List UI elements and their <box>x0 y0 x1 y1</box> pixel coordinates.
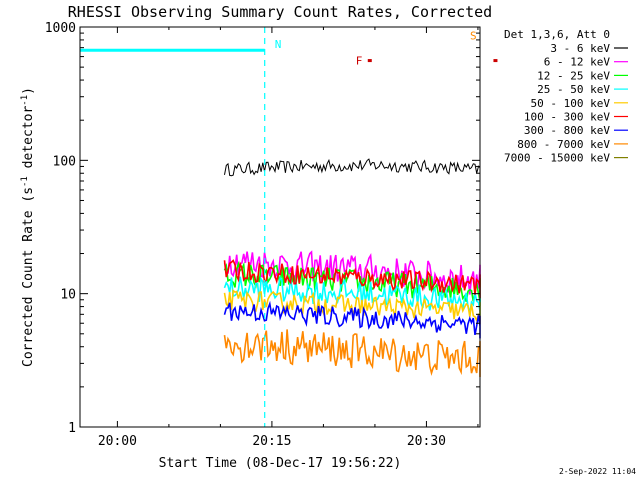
legend-item-2: 12 - 25 keV <box>537 69 610 82</box>
flag-layer: N S F <box>80 27 498 427</box>
flare-mark-1 <box>493 59 498 63</box>
chart-title: RHESSI Observing Summary Count Rates, Co… <box>68 3 492 21</box>
legend-item-7: 800 - 7000 keV <box>517 138 610 151</box>
flag-label-1: S <box>470 29 477 42</box>
y-tick-label-2: 100 <box>53 154 76 169</box>
flare-mark-0 <box>367 59 372 63</box>
legend-item-3: 25 - 50 keV <box>537 83 610 96</box>
series-line-7 <box>223 329 481 377</box>
flare-label: F <box>356 55 363 68</box>
plot-frame <box>79 26 481 428</box>
x-tick-label-2: 20:30 <box>407 434 446 449</box>
legend-item-8: 7000 - 15000 keV <box>504 152 610 165</box>
timestamp: 2-Sep-2022 11:04 <box>559 467 636 476</box>
legend-item-4: 50 - 100 keV <box>531 97 611 110</box>
x-tick-label-1: 20:15 <box>252 434 291 449</box>
x-tick-label-0: 20:00 <box>98 434 137 449</box>
legend-title: Det 1,3,6, Att 0 <box>504 28 610 41</box>
series-layer <box>223 158 481 377</box>
y-tick-label-1: 10 <box>60 288 76 303</box>
legend-item-1: 6 - 12 keV <box>544 56 611 69</box>
series-line-0 <box>224 158 481 185</box>
tick-layer: 20:00 20:15 20:30 1 10 100 1000 <box>45 21 480 449</box>
legend-item-5: 100 - 300 keV <box>524 111 610 124</box>
y-axis-label: Corrected Count Rate (s-1 detector-1) <box>20 87 36 367</box>
x-axis-label: Start Time (08-Dec-17 19:56:22) <box>159 456 402 471</box>
y-tick-label-3: 1000 <box>45 21 76 36</box>
legend-item-0: 3 - 6 keV <box>550 42 610 55</box>
legend-item-6: 300 - 800 keV <box>524 124 610 137</box>
y-tick-label-0: 1 <box>68 421 76 436</box>
flag-label-0: N <box>275 38 282 51</box>
